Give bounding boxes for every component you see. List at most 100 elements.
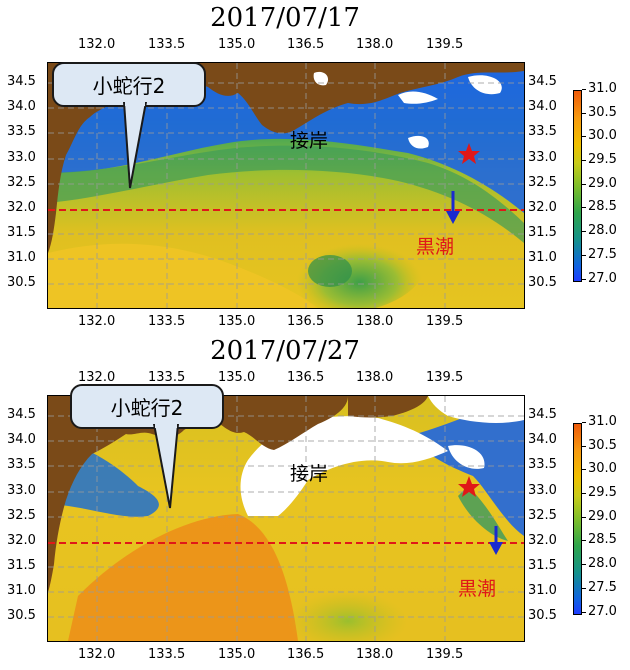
callout-tail (122, 102, 148, 189)
cbar-tick: 31.0 (582, 414, 617, 429)
lat-tick: 31.5 (7, 558, 36, 573)
cbar-tick: 29.5 (582, 485, 617, 500)
lat-tick: 34.0 (528, 432, 557, 447)
lat-tick: 33.5 (7, 124, 36, 139)
lat-tick: 31.0 (528, 583, 557, 598)
lat-tick: 32.0 (528, 200, 557, 215)
lon-tick: 135.0 (218, 370, 256, 385)
cbar-tick: 28.0 (582, 223, 617, 238)
lon-tick: 132.0 (78, 370, 116, 385)
warm-tongue (68, 514, 298, 641)
grid-lines (48, 396, 524, 641)
lon-tick: 138.0 (356, 370, 394, 385)
cbar-tick: 30.5 (582, 105, 617, 120)
lat-tick: 34.0 (528, 99, 557, 114)
cold-eddy (248, 203, 428, 308)
lat-tick: 34.0 (7, 99, 36, 114)
cbar-tick: 31.0 (582, 81, 617, 96)
coast-label: 接岸 (290, 463, 329, 485)
lat-tick: 30.5 (7, 608, 36, 623)
warm-water (48, 243, 318, 308)
lon-tick: 132.0 (78, 37, 116, 52)
lon-tick: 139.5 (426, 647, 464, 662)
lon-tick: 138.0 (356, 647, 394, 662)
green-band (48, 145, 524, 243)
cbar-tick: 27.0 (582, 604, 617, 619)
lat-tick: 32.5 (528, 508, 557, 523)
colorbar-2 (573, 423, 582, 615)
cbar-tick: 30.0 (582, 461, 617, 476)
lon-tick: 139.5 (426, 370, 464, 385)
cbar-tick: 28.5 (582, 532, 617, 547)
lat-tick: 33.0 (7, 150, 36, 165)
cbar-tick: 27.5 (582, 247, 617, 262)
lon-tick: 132.0 (78, 647, 116, 662)
lat-tick: 32.0 (7, 533, 36, 548)
lon-tick: 139.5 (426, 37, 464, 52)
cbar-tick: 30.0 (582, 128, 617, 143)
callout-label: 小蛇行2 (52, 62, 206, 107)
cbar-tick: 28.0 (582, 556, 617, 571)
callout-tail (152, 424, 180, 509)
land-izu (348, 396, 428, 418)
lat-tick: 32.0 (7, 200, 36, 215)
lon-tick: 135.0 (218, 314, 256, 329)
lat-tick: 33.0 (528, 150, 557, 165)
panel-2-sst-map (47, 395, 525, 642)
lon-tick: 136.5 (287, 370, 325, 385)
lat-tick: 33.5 (7, 457, 36, 472)
cbar-tick: 29.0 (582, 176, 617, 191)
down-arrow-icon (446, 191, 460, 224)
land-kyushu-shikoku-honshu (48, 396, 348, 592)
lon-tick: 138.0 (356, 314, 394, 329)
lon-tick: 135.0 (218, 37, 256, 52)
lon-tick: 133.5 (148, 314, 186, 329)
cbar-tick: 28.5 (582, 199, 617, 214)
lat-tick: 32.5 (7, 508, 36, 523)
cbar-tick: 29.5 (582, 152, 617, 167)
down-arrow-icon (489, 526, 503, 555)
lat-tick: 30.5 (528, 275, 557, 290)
lat-tick: 33.0 (528, 483, 557, 498)
red-star-marker (458, 476, 480, 497)
lat-tick: 32.5 (7, 175, 36, 190)
cbar-tick: 29.0 (582, 509, 617, 524)
panel-2-date: 2017/07/27 (210, 336, 360, 366)
lat-tick: 33.5 (528, 124, 557, 139)
lon-tick: 133.5 (148, 647, 186, 662)
lon-tick: 138.0 (356, 37, 394, 52)
lat-tick: 31.0 (7, 583, 36, 598)
lon-tick: 136.5 (287, 647, 325, 662)
lat-tick: 34.5 (528, 74, 557, 89)
red-star-marker (458, 143, 480, 164)
lat-tick: 31.5 (528, 558, 557, 573)
lon-tick: 136.5 (287, 314, 325, 329)
panel-1-date: 2017/07/17 (210, 3, 360, 33)
coast-label: 接岸 (290, 130, 329, 152)
lat-tick: 34.5 (528, 407, 557, 422)
lat-tick: 33.5 (528, 457, 557, 472)
lat-tick: 31.5 (7, 225, 36, 240)
green-eddy (288, 591, 408, 641)
lon-tick: 133.5 (148, 370, 186, 385)
lat-tick: 32.5 (528, 175, 557, 190)
lat-tick: 31.5 (528, 225, 557, 240)
eddy-core (308, 255, 352, 287)
lat-tick: 30.5 (7, 275, 36, 290)
callout-label: 小蛇行2 (70, 384, 224, 429)
lat-tick: 30.5 (528, 608, 557, 623)
current-label: 黒潮 (458, 578, 497, 600)
lon-tick: 139.5 (426, 314, 464, 329)
cbar-tick: 27.0 (582, 271, 617, 286)
lat-tick: 34.0 (7, 432, 36, 447)
lat-tick: 31.0 (528, 250, 557, 265)
cbar-tick: 30.5 (582, 438, 617, 453)
panel-1-sst-map (47, 62, 525, 309)
lat-tick: 34.5 (7, 74, 36, 89)
lon-tick: 133.5 (148, 37, 186, 52)
current-label: 黒潮 (416, 236, 455, 258)
colorbar-1 (573, 90, 582, 282)
lon-tick: 135.0 (218, 647, 256, 662)
lat-tick: 34.5 (7, 407, 36, 422)
lat-tick: 31.0 (7, 250, 36, 265)
